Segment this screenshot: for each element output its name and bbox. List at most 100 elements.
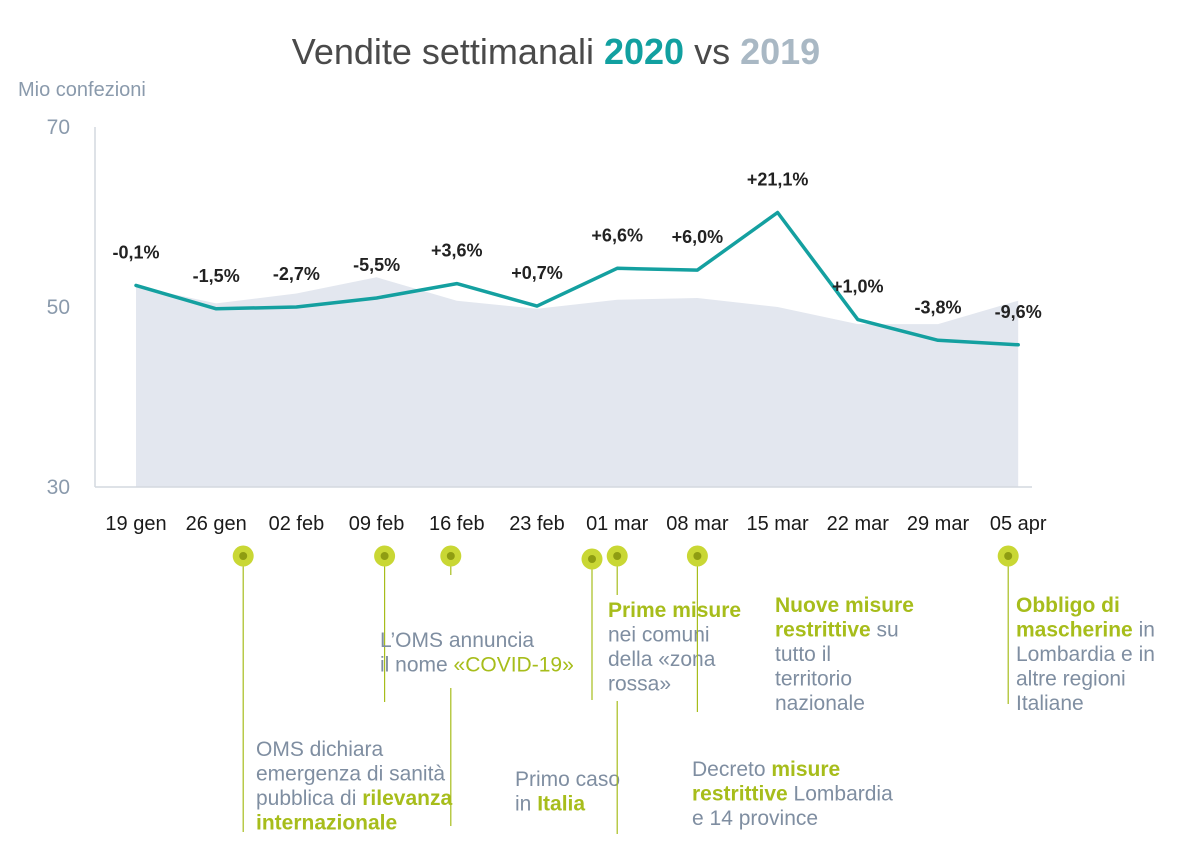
x-tick-label: 01 mar (586, 513, 649, 535)
event-text-line: altre regioni (1016, 668, 1126, 691)
event-text-segment: su (871, 619, 899, 642)
event-marker-inner (446, 552, 455, 560)
y-axis-label: Mio confezioni (18, 79, 146, 101)
event-text-segment: rilevanza (362, 787, 452, 810)
x-tick-label: 16 feb (429, 513, 485, 535)
series-2020-line-layer (134, 210, 1020, 347)
event-text-segment: il nome (380, 654, 454, 677)
data-label: -9,6% (995, 302, 1042, 322)
event-text-segment: territorio (775, 668, 852, 691)
event-text-line: territorio (775, 668, 852, 691)
event-text-line: mascherine in (1016, 619, 1155, 642)
x-tick-label: 08 mar (666, 513, 729, 535)
data-label: -0,1% (112, 242, 159, 262)
event-text-line: OMS dichiara (256, 738, 384, 761)
x-tick-label: 09 feb (349, 513, 405, 535)
event-text-line: tutto il (775, 643, 831, 666)
event-text-segment: «COVID-19» (454, 654, 574, 677)
x-tick-label: 22 mar (827, 513, 890, 535)
event-text-segment: L’OMS annuncia (380, 629, 534, 652)
event-text-line: internazionale (256, 812, 397, 835)
x-tick-label: 02 feb (269, 513, 325, 535)
data-label: -3,8% (914, 297, 961, 317)
event-text-line: restrittive su (775, 619, 899, 642)
y-tick-label: 70 (47, 116, 70, 139)
series-2019-area-layer (136, 277, 1019, 487)
data-label: +1,0% (832, 277, 884, 297)
y-tick-label: 30 (47, 476, 70, 499)
event-text-segment: OMS dichiara (256, 738, 384, 761)
data-label: +6,6% (591, 225, 643, 245)
chart-title-prefix: Vendite settimanali (292, 31, 604, 72)
event-text-line: Nuove misure (775, 594, 914, 617)
event-text-line: emergenza di sanità (256, 763, 445, 786)
event-text-segment: Lombardia (788, 783, 893, 806)
event-text-line: L’OMS annuncia (380, 629, 534, 652)
event-text-segment: Italiane (1016, 692, 1084, 715)
event-text-line: della «zona (608, 648, 716, 671)
event-text-segment: e 14 province (692, 807, 818, 830)
event-marker-inner (1004, 552, 1013, 560)
data-label: +0,7% (511, 263, 563, 283)
event-text-segment: della «zona (608, 648, 716, 671)
event-text-segment: Prime misure (608, 599, 741, 622)
event-text-segment: mascherine (1016, 619, 1133, 642)
event-text-segment: misure (771, 758, 840, 781)
event-text-line: il nome «COVID-19» (380, 654, 574, 677)
x-tick-label: 29 mar (907, 513, 970, 535)
chart-title-year-2019: 2019 (740, 31, 820, 72)
y-tick-label: 50 (47, 296, 70, 319)
event-marker-inner (380, 552, 389, 560)
event-text-segment: nazionale (775, 692, 865, 715)
data-label: -1,5% (193, 266, 240, 286)
axes: 70 50 30 (47, 116, 1032, 499)
event-text-segment: rossa» (608, 673, 671, 696)
event-text-line: nazionale (775, 692, 865, 715)
event-text-segment: in (1133, 619, 1155, 642)
event-text-segment: Italia (537, 793, 585, 816)
data-label: -2,7% (273, 264, 320, 284)
data-label: +3,6% (431, 241, 483, 261)
event-text-line: Lombardia e in (1016, 643, 1155, 666)
series-2020-line (134, 210, 1020, 347)
event-text-line: restrittive Lombardia (692, 783, 893, 806)
x-tick-label: 26 gen (186, 513, 247, 535)
event-text-line: e 14 province (692, 807, 818, 830)
event-marker-inner (239, 552, 248, 560)
event-marker-inner (693, 552, 702, 560)
event-text-segment: in (515, 793, 537, 816)
event-text-line: Prime misure (608, 599, 741, 622)
event-text-segment: Lombardia e in (1016, 643, 1155, 666)
series-2019-area (136, 277, 1019, 487)
event-text-segment: pubblica di (256, 787, 362, 810)
event-text-segment: Decreto (692, 758, 771, 781)
x-tick-label: 23 feb (509, 513, 565, 535)
chart-title: Vendite settimanali 2020 vs 2019 (292, 31, 820, 72)
x-tick-label: 05 apr (990, 513, 1047, 535)
event-text-line: nei comuni (608, 624, 710, 647)
chart-title-vs: vs (684, 31, 740, 72)
event-text-line: Italiane (1016, 692, 1084, 715)
event-text-segment: Obbligo di (1016, 594, 1120, 617)
event-text-line: Obbligo di (1016, 594, 1120, 617)
x-tick-label: 15 mar (746, 513, 809, 535)
event-marker-inner (588, 555, 596, 563)
event-text-line: Decreto misure (692, 758, 840, 781)
event-text-segment: tutto il (775, 643, 831, 666)
event-text-line: pubblica di rilevanza (256, 787, 452, 810)
event-marker-inner (613, 552, 622, 560)
event-text-segment: Primo caso (515, 768, 620, 791)
event-text-line: rossa» (608, 673, 671, 696)
data-label: -5,5% (353, 255, 400, 275)
data-labels: -0,1% -1,5% -2,7% -5,5% +3,6% +0,7% +6,6% +6,0%… (112, 170, 1041, 322)
